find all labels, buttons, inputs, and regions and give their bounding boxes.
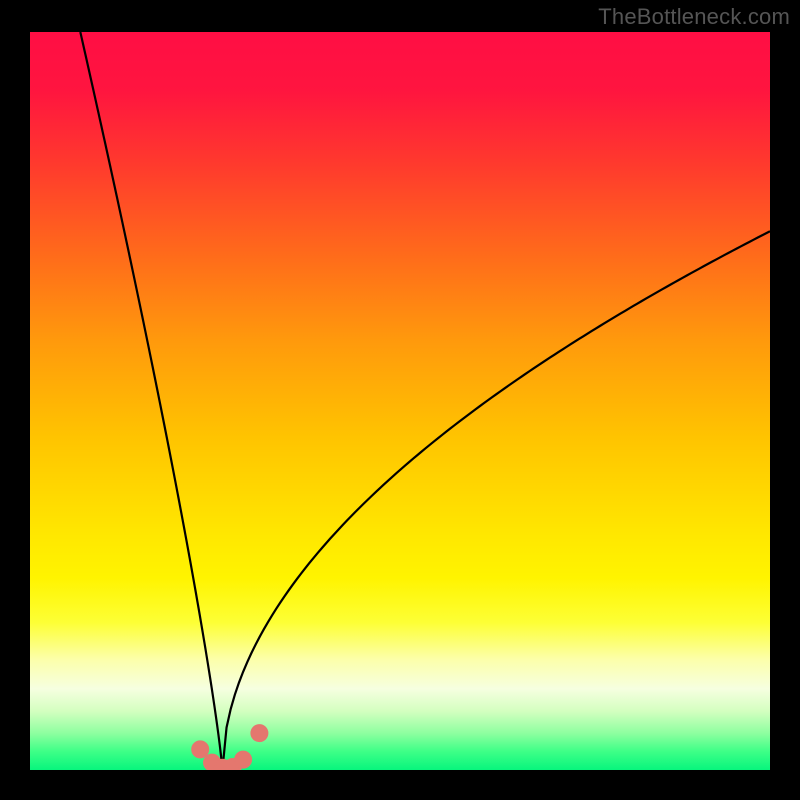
watermark-text: TheBottleneck.com: [598, 4, 790, 30]
data-marker: [235, 751, 252, 768]
chart-frame: TheBottleneck.com: [0, 0, 800, 800]
bottleneck-chart: [0, 0, 800, 800]
gradient-background: [30, 32, 770, 770]
data-marker: [251, 725, 268, 742]
data-marker: [192, 741, 209, 758]
